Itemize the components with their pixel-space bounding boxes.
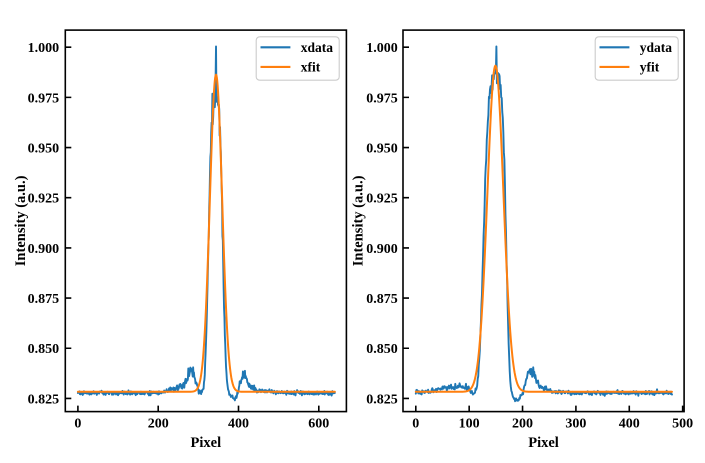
svg-text:0.825: 0.825	[28, 392, 60, 407]
svg-text:0.950: 0.950	[366, 141, 398, 156]
svg-text:Pixel: Pixel	[191, 435, 222, 451]
svg-text:200: 200	[148, 416, 169, 431]
svg-text:xdata: xdata	[301, 40, 334, 55]
svg-text:0.850: 0.850	[366, 342, 398, 357]
svg-text:Intensity (a.u.): Intensity (a.u.)	[351, 175, 367, 266]
svg-text:0.875: 0.875	[28, 292, 60, 307]
svg-text:1.000: 1.000	[28, 41, 60, 56]
svg-text:0.900: 0.900	[366, 242, 398, 257]
svg-text:0.975: 0.975	[366, 91, 398, 106]
svg-text:0.950: 0.950	[28, 141, 60, 156]
svg-text:200: 200	[512, 416, 533, 431]
svg-text:xfit: xfit	[301, 60, 321, 75]
svg-text:0.975: 0.975	[28, 91, 60, 106]
svg-text:yfit: yfit	[640, 60, 660, 75]
svg-text:400: 400	[228, 416, 249, 431]
svg-text:500: 500	[672, 416, 693, 431]
svg-text:600: 600	[308, 416, 329, 431]
svg-text:0.925: 0.925	[366, 192, 398, 207]
svg-text:Intensity (a.u.): Intensity (a.u.)	[13, 175, 29, 266]
svg-text:0.900: 0.900	[28, 242, 60, 257]
svg-text:0: 0	[412, 416, 419, 431]
svg-text:1.000: 1.000	[366, 41, 398, 56]
svg-text:0.925: 0.925	[28, 192, 60, 207]
svg-text:0.825: 0.825	[366, 392, 398, 407]
svg-text:300: 300	[565, 416, 586, 431]
svg-text:Pixel: Pixel	[528, 435, 559, 451]
svg-text:ydata: ydata	[640, 40, 673, 55]
svg-text:0.850: 0.850	[28, 342, 60, 357]
svg-text:0.875: 0.875	[366, 292, 398, 307]
svg-text:400: 400	[619, 416, 640, 431]
svg-text:0: 0	[74, 416, 81, 431]
svg-text:100: 100	[459, 416, 480, 431]
